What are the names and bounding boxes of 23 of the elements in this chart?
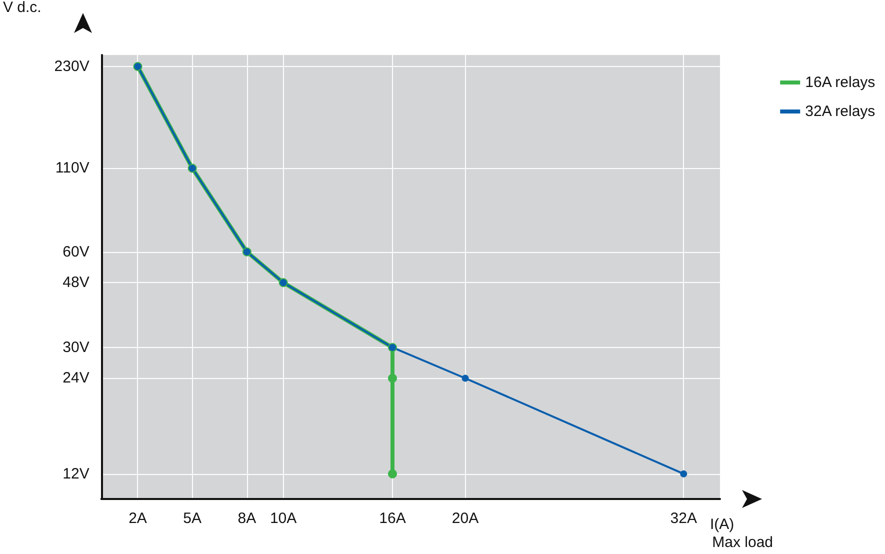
legend-label: 32A relays [805,103,876,120]
x-tick-label: 20A [452,510,479,527]
y-axis-title: V d.c. [2,0,42,16]
y-tick-label: 48V [62,274,90,292]
y-tick-label: 24V [62,370,90,387]
point [388,469,397,478]
x-tick-label: 32A [670,510,697,527]
text: Max load [712,534,774,551]
point [388,374,397,383]
y-tick-label: 230V [54,58,90,75]
legend-label: 16A relays [805,74,876,91]
x-tick-label: 16A [379,510,406,527]
x-axis-title: I(A) [710,516,734,533]
y-tick-label: 60V [62,243,90,260]
y-tick-label: 12V [62,465,90,482]
x-tick-label: 8A [238,510,256,527]
x-tick-label: 10A [270,510,297,527]
point [462,374,469,382]
y-tick-label: 110V [55,160,90,177]
point [680,470,688,478]
x-tick-label: 2A [128,510,147,527]
x-tick-label: 5A [183,510,202,527]
y-tick-label: 30V [62,338,90,356]
